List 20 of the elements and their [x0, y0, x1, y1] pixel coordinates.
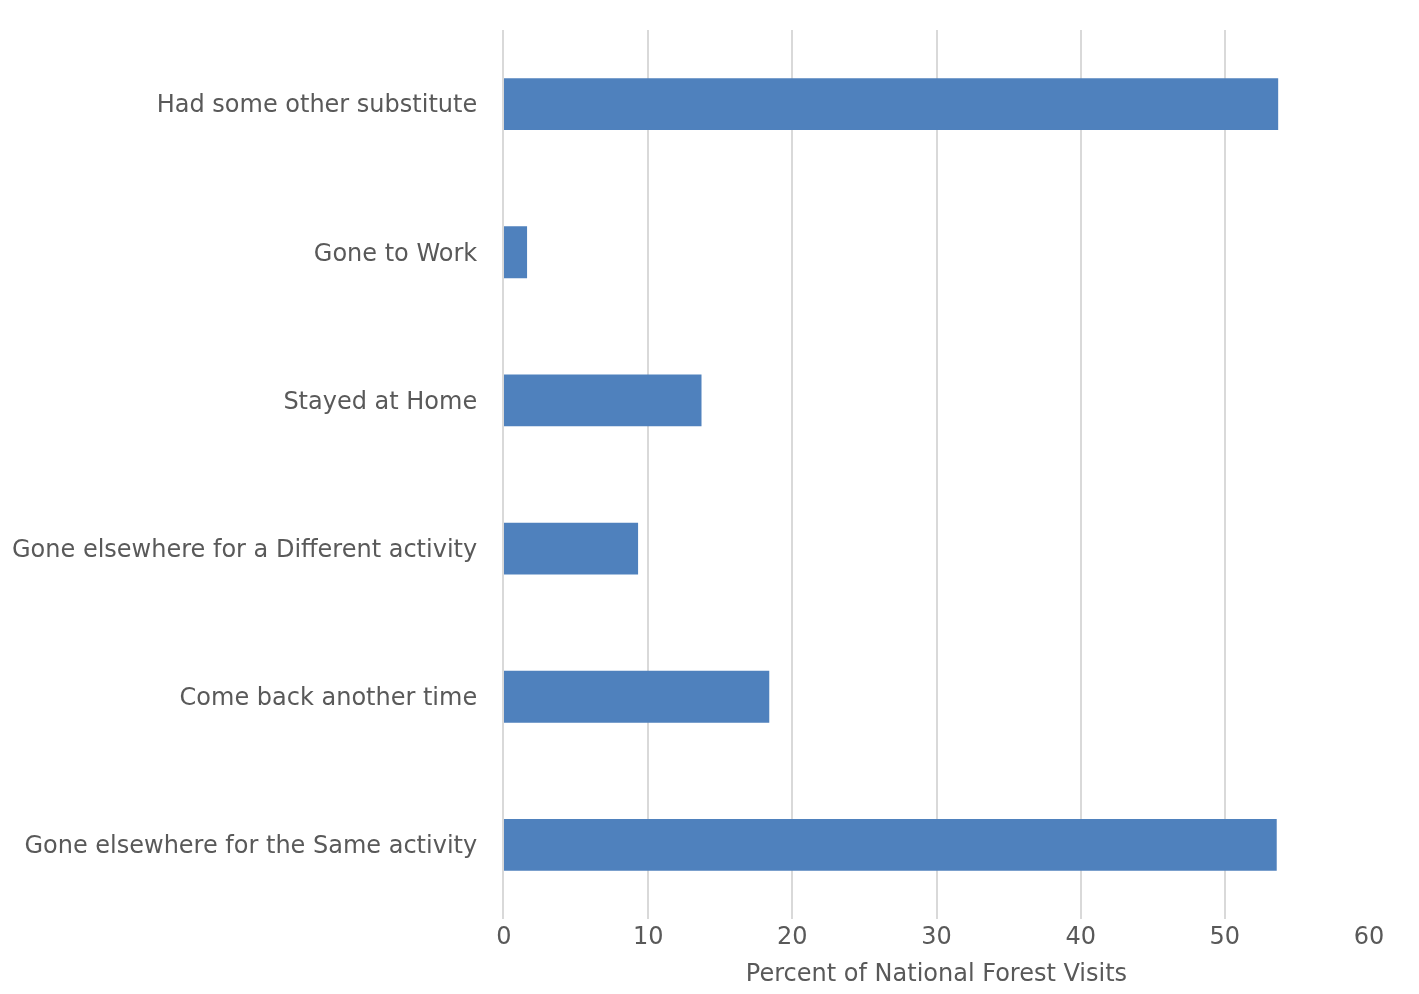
y-tick-label: Come back another time — [179, 683, 478, 712]
x-tick-label: 30 — [921, 922, 952, 950]
x-tick-label: 60 — [1353, 922, 1385, 950]
x-tick-label: 50 — [1209, 922, 1241, 950]
bar — [504, 226, 528, 279]
x-axis-title: Percent of National Forest Visits — [745, 959, 1128, 988]
bar — [504, 522, 639, 575]
x-tick-label: 20 — [777, 922, 808, 950]
x-tick-label: 40 — [1065, 922, 1096, 950]
bar — [504, 818, 1277, 871]
y-tick-label: Gone elsewhere for the Same activity — [24, 831, 478, 860]
y-tick-label: Gone to Work — [313, 238, 478, 267]
y-tick-label: Gone elsewhere for a Different activity — [12, 534, 478, 563]
bar — [504, 374, 702, 427]
x-tick-label: 0 — [496, 922, 512, 950]
y-tick-label: Had some other substitute — [156, 90, 478, 119]
bar — [504, 78, 1279, 131]
x-tick-label: 10 — [632, 922, 664, 950]
y-tick-label: Stayed at Home — [283, 386, 478, 415]
bar — [504, 670, 770, 723]
